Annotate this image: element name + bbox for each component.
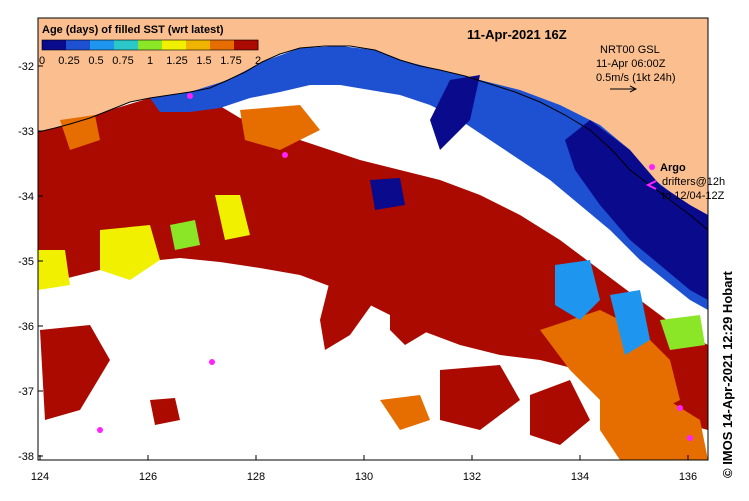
age-0.25day-region	[150, 46, 708, 310]
age-0day-region	[565, 120, 708, 300]
longitude-tick-label: 136	[679, 471, 697, 483]
colorbar-swatch	[66, 40, 91, 50]
colorbar-swatch	[114, 40, 139, 50]
argo-legend-label: Argo	[660, 162, 686, 174]
latitude-tick-label: -36	[18, 321, 34, 333]
colorbar-tick-label: 1.75	[220, 55, 241, 67]
colorbar-swatch	[234, 40, 259, 50]
argo-float-marker	[282, 152, 288, 158]
drifter-legend-line2: to 12/04-12Z	[662, 190, 725, 202]
latitude-tick-label: -34	[18, 191, 34, 203]
age-1.25day-patch	[100, 225, 160, 280]
colorbar-tick-label: 1.5	[196, 55, 211, 67]
age-1.75day-patch	[240, 105, 320, 150]
drifter-legend-icon	[645, 180, 657, 190]
drifter-legend-line1: drifters@12h	[662, 176, 725, 188]
age-2day-patch	[40, 325, 110, 420]
info-model-label: NRT00 GSL	[600, 44, 660, 56]
legend: Argo drifters@12h to 12/04-12Z	[645, 162, 725, 202]
age-1.25day-patch	[215, 195, 250, 240]
latitude-tick-label: -37	[18, 386, 34, 398]
colorbar-tick-label: 1.25	[166, 55, 187, 67]
age-0.5day-patch	[555, 260, 600, 320]
latitude-tick-label: -32	[18, 61, 34, 73]
credit-label: © IMOS 14-Apr-2021 12:29 Hobart	[720, 271, 735, 478]
age-1day-patch	[660, 315, 705, 350]
colorbar-swatch	[42, 40, 67, 50]
age-2day-patch	[530, 380, 590, 445]
longitude-tick-label: 134	[571, 471, 589, 483]
colorbar-tick-label: 2	[255, 55, 261, 67]
age-1day-patch	[170, 220, 200, 250]
latitude-tick-label: -38	[18, 451, 34, 463]
argo-markers	[97, 93, 693, 441]
age-0.5day-patch	[610, 290, 650, 355]
age-1.75day-patch	[600, 395, 708, 460]
argo-legend-icon	[649, 164, 655, 170]
plot-border	[37, 17, 709, 461]
argo-float-marker	[677, 405, 683, 411]
colorbar-outline	[41, 39, 259, 51]
argo-float-marker	[97, 427, 103, 433]
colorbar-tick-labels: 0 0.25 0.5 0.75 1 1.25 1.5 1.75 2	[39, 55, 261, 67]
age-2day-patch	[440, 365, 520, 430]
age-2day-patch	[390, 295, 430, 345]
longitude-tick-label: 128	[247, 471, 265, 483]
age-0day-region	[430, 75, 480, 150]
colorbar-swatch	[186, 40, 211, 50]
latitude-tick-label: -35	[18, 256, 34, 268]
latitude-axis: -32 -33 -34 -35 -36 -37 -38	[18, 61, 43, 463]
colorbar-swatch	[138, 40, 163, 50]
age-1.75day-patch	[380, 395, 430, 430]
land-mass	[38, 18, 708, 230]
colorbar-tick-label: 0.75	[112, 55, 133, 67]
age-1.25day-patch	[38, 250, 70, 290]
argo-float-marker	[209, 359, 215, 365]
date-title: 11-Apr-2021 16Z	[467, 27, 567, 42]
info-scale-label: 0.5m/s (1kt 24h)	[596, 72, 675, 84]
longitude-tick-label: 132	[463, 471, 481, 483]
coastline	[38, 45, 708, 231]
colorbar-title: Age (days) of filled SST (wrt latest)	[42, 24, 224, 36]
colorbar-swatches	[42, 40, 259, 50]
age-0day-patch	[370, 178, 405, 210]
age-2day-patch	[150, 398, 180, 425]
longitude-axis: 124 126 128 130 132 134 136	[31, 455, 697, 483]
longitude-tick-label: 126	[139, 471, 157, 483]
colorbar-swatch	[162, 40, 187, 50]
longitude-tick-label: 130	[355, 471, 373, 483]
longitude-tick-label: 124	[31, 471, 49, 483]
map-plot-area	[38, 18, 708, 460]
colorbar-swatch	[90, 40, 115, 50]
colorbar-tick-label: 0.5	[88, 55, 103, 67]
argo-float-marker	[687, 435, 693, 441]
current-info: NRT00 GSL 11-Apr 06:00Z 0.5m/s (1kt 24h)	[596, 44, 675, 93]
colorbar-tick-label: 0.25	[58, 55, 79, 67]
colorbar-tick-label: 1	[147, 55, 153, 67]
argo-float-marker	[187, 93, 193, 99]
colorbar-swatch	[210, 40, 235, 50]
scale-arrow-icon	[610, 85, 638, 93]
latitude-tick-label: -33	[18, 126, 34, 138]
age-2day-region	[38, 92, 708, 430]
info-time-label: 11-Apr 06:00Z	[596, 58, 666, 70]
colorbar-title-background	[41, 21, 259, 39]
colorbar-tick-label: 0	[39, 55, 45, 67]
age-2day-patch	[320, 275, 375, 350]
